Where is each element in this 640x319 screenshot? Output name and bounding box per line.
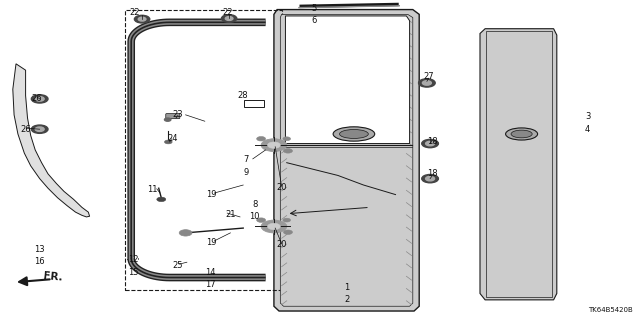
Circle shape [31,125,48,133]
Text: 24: 24 [168,134,178,143]
Circle shape [261,220,287,233]
Text: 19: 19 [206,238,216,247]
Text: 1: 1 [344,283,349,292]
Circle shape [422,139,438,148]
Circle shape [426,176,435,181]
Circle shape [134,15,150,23]
Text: 16: 16 [35,257,45,266]
Circle shape [157,197,166,202]
Circle shape [35,97,44,101]
Text: 26: 26 [32,94,42,103]
Circle shape [164,118,171,121]
Text: 15: 15 [128,268,138,277]
Text: 3: 3 [585,112,590,121]
Ellipse shape [339,130,368,138]
Text: 11: 11 [147,185,157,194]
Text: 2: 2 [344,295,349,304]
Text: 21: 21 [225,210,236,219]
Circle shape [268,223,280,230]
Text: 20: 20 [276,183,287,192]
Circle shape [422,81,431,85]
Text: 5: 5 [311,4,316,13]
Text: FR.: FR. [43,271,63,283]
Circle shape [138,17,146,21]
Circle shape [283,137,291,141]
Circle shape [257,137,266,141]
Ellipse shape [506,128,538,140]
Text: 6: 6 [311,16,316,25]
Circle shape [35,127,44,131]
Bar [486,31,552,297]
Circle shape [419,79,435,87]
FancyBboxPatch shape [166,114,180,119]
Polygon shape [280,14,413,306]
Text: 10: 10 [250,212,260,221]
Text: 28: 28 [238,91,248,100]
Circle shape [179,230,192,236]
Text: 27: 27 [424,72,434,81]
Text: 18: 18 [427,137,437,146]
Text: 8: 8 [252,200,257,209]
Circle shape [426,141,435,146]
Text: 17: 17 [205,280,215,289]
Bar [244,100,264,107]
Circle shape [31,95,48,103]
Text: 7: 7 [244,155,249,164]
Text: 19: 19 [206,190,216,199]
Circle shape [268,142,280,148]
Text: 13: 13 [35,245,45,254]
Ellipse shape [333,127,375,141]
Text: 4: 4 [585,125,590,134]
Circle shape [422,174,438,183]
Circle shape [284,149,292,153]
Bar [125,10,282,290]
Text: 23: 23 [173,110,183,119]
Circle shape [221,15,237,22]
Polygon shape [480,29,557,300]
Text: 26: 26 [20,125,31,134]
Circle shape [257,218,266,222]
Polygon shape [274,10,419,311]
Text: 12: 12 [128,256,138,264]
Circle shape [284,230,292,234]
Circle shape [164,140,172,144]
Polygon shape [285,16,410,144]
Circle shape [261,139,287,152]
Text: 22: 22 [222,8,232,17]
Circle shape [283,218,291,222]
Text: 25: 25 [173,261,183,270]
Text: 14: 14 [205,268,215,277]
Text: TK64B5420B: TK64B5420B [588,307,632,313]
Polygon shape [13,64,90,217]
Text: 18: 18 [427,169,437,178]
Text: 9: 9 [244,168,249,177]
Ellipse shape [511,130,532,138]
Circle shape [225,17,233,20]
Text: 20: 20 [276,241,287,249]
Text: 22: 22 [129,8,140,17]
